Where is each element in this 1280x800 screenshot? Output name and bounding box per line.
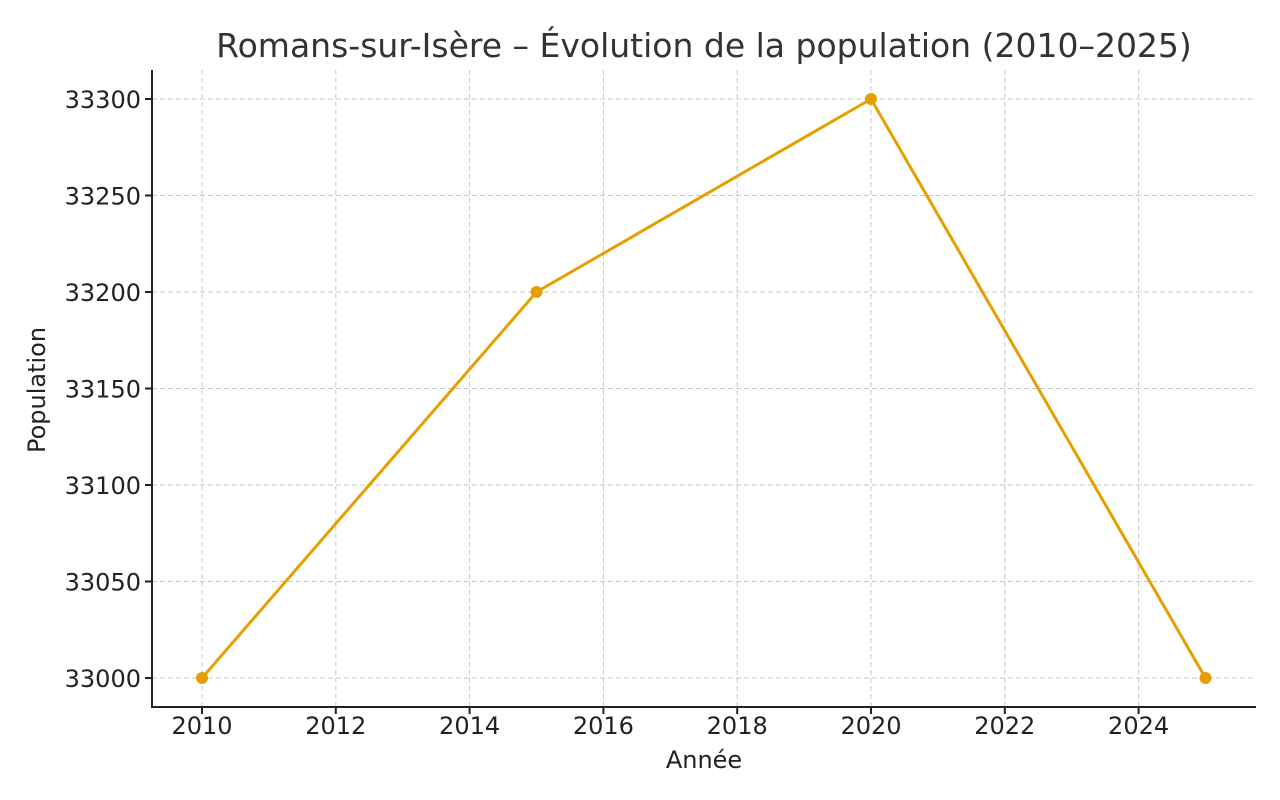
x-axis-label: Année	[666, 746, 742, 774]
x-tick-label: 2018	[707, 712, 768, 740]
y-tick-label: 33250	[65, 183, 141, 211]
y-tick-label: 33200	[65, 279, 141, 307]
x-tick-label: 2010	[171, 712, 232, 740]
y-tick-label: 33050	[65, 569, 141, 597]
x-tick-label: 2014	[439, 712, 500, 740]
x-tick-label: 2022	[974, 712, 1035, 740]
y-tick-label: 33100	[65, 472, 141, 500]
x-tick-label: 2024	[1108, 712, 1169, 740]
x-axis-ticks: 2010 2012 2014 2016 2018 2020 2022 2024	[171, 707, 1169, 740]
data-point-marker	[196, 672, 208, 684]
series-line	[200, 97, 1207, 679]
y-tick-label: 33150	[65, 376, 141, 404]
x-tick-label: 2012	[305, 712, 366, 740]
data-point-marker	[865, 93, 877, 105]
data-point-marker	[1199, 672, 1212, 684]
x-tick-label: 2016	[573, 712, 634, 740]
y-tick-label: 33000	[65, 665, 141, 693]
grid-lines	[152, 70, 1256, 707]
y-tick-label: 33300	[65, 86, 141, 114]
chart-title: Romans-sur-Isère – Évolution de la popul…	[216, 25, 1192, 65]
x-tick-label: 2020	[840, 712, 901, 740]
data-point-marker	[530, 286, 543, 298]
y-axis-label: Population	[23, 327, 51, 453]
y-axis-ticks: 33000 33050 33100 33150 33200 33250 33300	[65, 86, 152, 693]
data-series	[196, 93, 1212, 684]
